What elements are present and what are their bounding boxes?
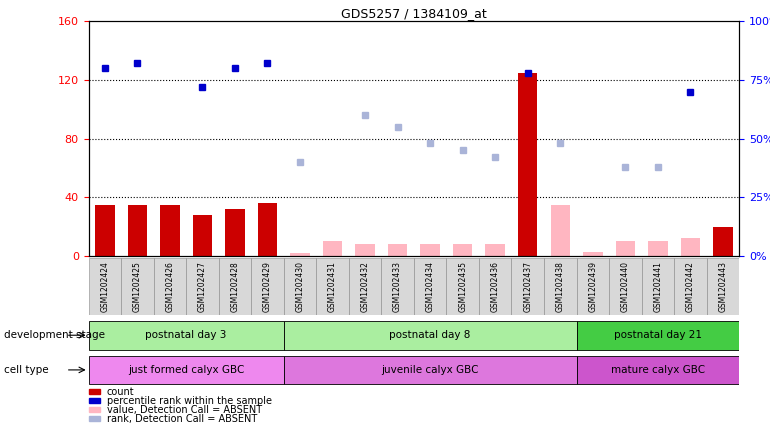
Bar [225,209,245,256]
Bar [192,215,213,256]
Text: percentile rank within the sample: percentile rank within the sample [107,396,272,406]
Bar [577,321,739,349]
Bar [414,258,447,315]
Bar [128,205,147,256]
Text: GSM1202436: GSM1202436 [490,261,500,312]
Bar [577,258,609,315]
Bar [551,205,570,256]
Text: GSM1202431: GSM1202431 [328,261,337,312]
Bar [544,258,577,315]
Bar [89,407,100,412]
Bar [681,238,700,256]
Bar [713,227,733,256]
Bar [89,258,121,315]
Bar [89,321,283,349]
Text: development stage: development stage [4,330,105,340]
Text: GSM1202424: GSM1202424 [100,261,109,312]
Bar [283,356,577,384]
Text: count: count [107,387,135,396]
Bar [121,258,154,315]
Bar [648,241,668,256]
Bar [283,321,577,349]
Text: postnatal day 3: postnatal day 3 [146,330,227,340]
Text: GSM1202437: GSM1202437 [524,261,532,312]
Bar [447,258,479,315]
Bar [349,258,381,315]
Text: value, Detection Call = ABSENT: value, Detection Call = ABSENT [107,404,262,415]
Bar [89,398,100,403]
Bar [251,258,283,315]
Text: GSM1202441: GSM1202441 [654,261,662,312]
Bar [95,205,115,256]
Bar [577,356,739,384]
Text: just formed calyx GBC: just formed calyx GBC [128,365,244,375]
Text: GSM1202434: GSM1202434 [426,261,434,312]
Text: GSM1202440: GSM1202440 [621,261,630,312]
Bar [675,258,707,315]
Bar [258,203,277,256]
Text: mature calyx GBC: mature calyx GBC [611,365,705,375]
Bar [485,244,505,256]
Bar [388,244,407,256]
Bar [583,252,603,256]
Bar [316,258,349,315]
Bar [186,258,219,315]
Text: juvenile calyx GBC: juvenile calyx GBC [381,365,479,375]
Bar [160,205,179,256]
Bar [89,356,283,384]
Text: GSM1202433: GSM1202433 [393,261,402,312]
Text: postnatal day 8: postnatal day 8 [390,330,470,340]
Bar [283,258,316,315]
Text: GSM1202430: GSM1202430 [296,261,304,312]
Bar [89,389,100,394]
Bar [479,258,511,315]
Text: GSM1202426: GSM1202426 [166,261,174,312]
Bar [609,258,641,315]
Text: GSM1202429: GSM1202429 [263,261,272,312]
Text: rank, Detection Call = ABSENT: rank, Detection Call = ABSENT [107,414,257,423]
Text: GSM1202435: GSM1202435 [458,261,467,312]
Bar [453,244,473,256]
Text: GSM1202432: GSM1202432 [360,261,370,312]
Text: GSM1202438: GSM1202438 [556,261,564,312]
Bar [420,244,440,256]
Bar [615,241,635,256]
Bar [511,258,544,315]
Bar [323,241,343,256]
Title: GDS5257 / 1384109_at: GDS5257 / 1384109_at [341,7,487,20]
Bar [381,258,414,315]
Bar [290,253,310,256]
Bar [707,258,739,315]
Text: GSM1202442: GSM1202442 [686,261,695,312]
Text: GSM1202425: GSM1202425 [133,261,142,312]
Bar [355,244,375,256]
Text: postnatal day 21: postnatal day 21 [614,330,702,340]
Bar [154,258,186,315]
Text: GSM1202439: GSM1202439 [588,261,598,312]
Text: GSM1202443: GSM1202443 [718,261,728,312]
Text: GSM1202428: GSM1202428 [230,261,239,312]
Text: GSM1202427: GSM1202427 [198,261,207,312]
Bar [518,72,537,256]
Text: cell type: cell type [4,365,49,375]
Bar [641,258,675,315]
Bar [219,258,251,315]
Bar [89,416,100,421]
